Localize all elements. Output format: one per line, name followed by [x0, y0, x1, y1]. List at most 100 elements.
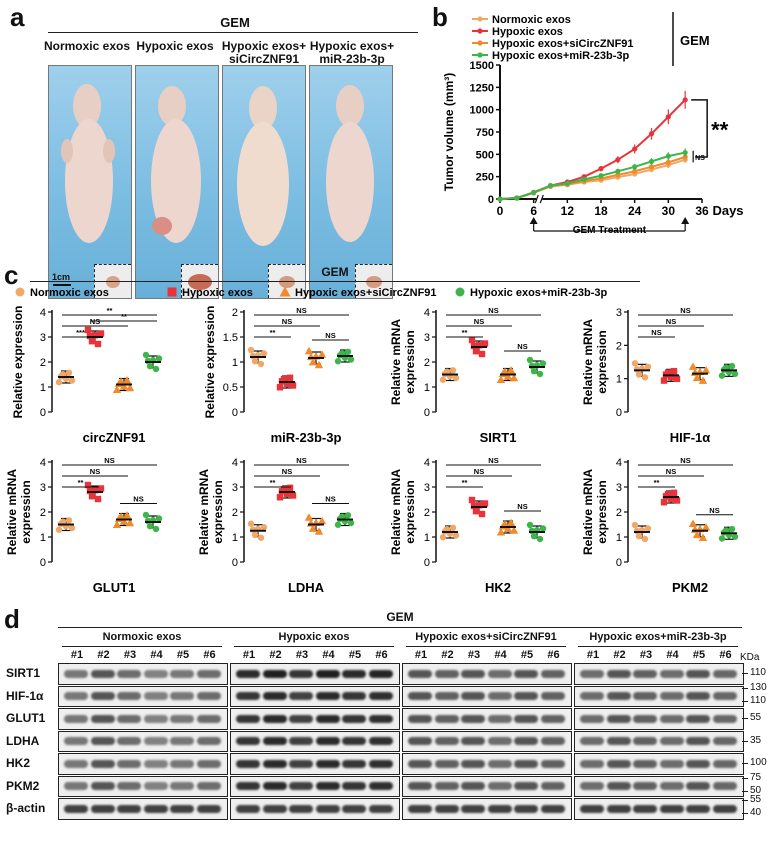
wb-marker-tick: [742, 777, 748, 779]
data-point: [539, 360, 547, 367]
y-tick-label: 2: [40, 507, 46, 519]
y-tick-label: 0: [40, 557, 46, 569]
data-point: [142, 351, 150, 359]
legend-label: Hypoxic exos+miR-23b-3p: [492, 50, 630, 62]
wb-blot-ldha-4: [574, 730, 744, 752]
data-point: [472, 348, 480, 355]
y-tick-label: 0: [40, 407, 46, 419]
data-point: [698, 533, 708, 541]
data-point: [641, 535, 649, 543]
mouse-photo-mir: [309, 65, 393, 299]
scale-bar-label: 1cm: [52, 272, 71, 282]
wb-band: [342, 759, 366, 768]
wb-band: [686, 804, 710, 813]
wb-band: [514, 692, 538, 701]
wb-band: [659, 737, 684, 746]
wb-band: [487, 759, 512, 768]
data-point: [112, 385, 122, 393]
data-point: [670, 367, 678, 375]
wb-band: [117, 692, 141, 701]
panel-a-group-label-4: Hypoxic exos+ miR-23b-3p: [309, 39, 395, 66]
data-point: [84, 481, 92, 489]
wb-band: [686, 782, 710, 791]
legend-label-hypoxic-exos-mir-23b-3p: Hypoxic exos+miR-23b-3p: [470, 287, 608, 299]
gem-treatment-label: GEM Treatment: [573, 225, 647, 236]
significance-label: NS: [474, 317, 484, 326]
data-point: [344, 512, 352, 519]
y-tick-label: 1.5: [223, 332, 238, 344]
data-point-hypoxic-exos-sicircznf91: [682, 154, 688, 160]
y-tick-label: 2: [616, 507, 622, 519]
x-tick-label: 12: [561, 204, 575, 218]
data-point: [718, 372, 726, 379]
data-point: [144, 357, 152, 365]
wb-blot-ldha-1: [58, 730, 228, 752]
data-point: [530, 533, 538, 540]
data-point: [478, 510, 486, 518]
wb-band: [289, 692, 313, 701]
arrowhead: [681, 217, 690, 224]
data-point: [155, 515, 163, 522]
y-tick-label: 2: [424, 357, 430, 369]
wb-marker-tick: [742, 813, 748, 814]
wb-band: [487, 737, 512, 746]
data-point: [688, 362, 698, 370]
y-tick-label: 1: [424, 382, 430, 394]
wb-group-label-hypoxic-exos: Hypoxic exos: [278, 631, 350, 643]
wb-band: [117, 759, 141, 768]
significance-label: NS: [90, 467, 100, 476]
data-point: [86, 487, 94, 495]
significance-label: NS: [488, 456, 498, 465]
y-tick-label: 4: [40, 307, 46, 319]
wb-group-label-hypoxic-exos-sicircznf91: Hypoxic exos+siCircZNF91: [415, 631, 557, 643]
wb-marker-tick: [742, 700, 748, 702]
y-axis-label: expression: [211, 480, 225, 543]
data-point: [65, 517, 73, 524]
y-tick-label: 3: [232, 482, 238, 494]
data-point: [718, 535, 726, 542]
wb-band: [368, 804, 393, 813]
y-tick-label: 2: [40, 357, 46, 369]
wb-band: [659, 804, 684, 813]
wb-blot-pkm2-2: [230, 775, 400, 797]
wb-band: [236, 804, 260, 813]
wb-band: [315, 669, 340, 678]
wb-band: [196, 782, 221, 791]
y-tick-label: 3: [616, 482, 622, 494]
wb-blot-actin-1: [58, 798, 228, 820]
significance-label: **: [270, 478, 276, 487]
wb-band: [64, 737, 88, 746]
wb-blot-ldha-2: [230, 730, 400, 752]
series-line-hypoxic-exos: [499, 99, 686, 200]
significance-label: NS: [517, 342, 527, 351]
data-point-hypoxic-exos-sicircznf91: [648, 164, 655, 170]
data-point: [257, 360, 265, 368]
wb-band: [633, 692, 657, 701]
significance-label: **: [654, 478, 660, 487]
legend-marker-normoxic-exos: [15, 287, 25, 297]
wb-band: [408, 737, 432, 746]
y-tick-label: 4: [424, 307, 430, 319]
wb-band: [606, 692, 631, 701]
wb-lane-label: #4: [666, 649, 679, 661]
data-point-hypoxic-exos-sicircznf91: [632, 168, 638, 174]
data-point: [728, 362, 736, 370]
wb-band: [580, 782, 604, 791]
wb-band: [143, 669, 168, 678]
wb-marker-label: 40: [750, 807, 762, 818]
wb-blot-hk2-3: [402, 753, 572, 775]
wb-band: [461, 737, 485, 746]
data-point: [503, 372, 513, 380]
wb-blot-actin-3: [402, 798, 572, 820]
y-tick-label: 500: [476, 149, 494, 161]
data-point: [526, 356, 534, 364]
data-point: [635, 533, 643, 540]
wb-band: [606, 737, 631, 746]
x-tick-label: 18: [594, 204, 608, 218]
wb-band: [143, 782, 168, 791]
data-point: [251, 531, 259, 539]
significance-label: **: [121, 312, 127, 321]
data-point: [308, 524, 318, 532]
data-point-hypoxic-exos-mir-23b-3p: [497, 196, 503, 202]
data-point: [260, 350, 268, 357]
